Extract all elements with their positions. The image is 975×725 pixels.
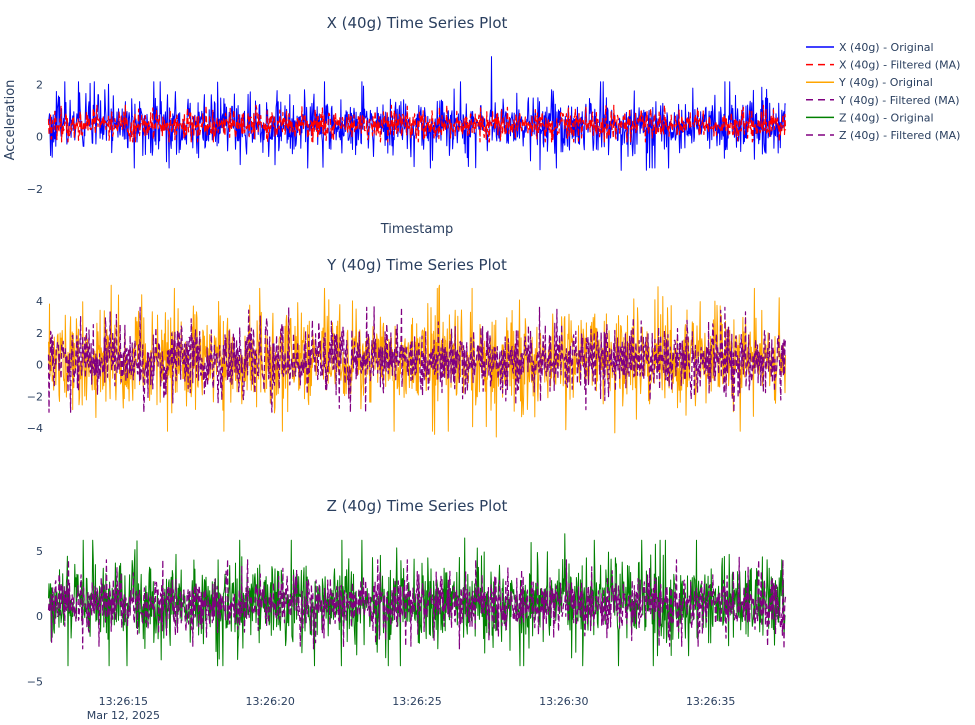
legend-item[interactable]: X (40g) - Original	[806, 41, 934, 54]
subplot-x-y-ticks: 2 0 −2	[27, 78, 43, 196]
y-tick-label: 2	[36, 78, 43, 91]
subplot-z-plot-area[interactable]	[47, 533, 787, 667]
y-tick-label: 0	[36, 359, 43, 372]
legend-label: X (40g) - Original	[839, 41, 934, 54]
x-tick-label: 13:26:35	[686, 695, 735, 708]
legend-label: Y (40g) - Original	[838, 76, 933, 89]
legend[interactable]: X (40g) - Original X (40g) - Filtered (MA…	[806, 41, 960, 142]
x-tick-label: 13:26:15	[99, 695, 148, 708]
x-tick-label: 13:26:20	[245, 695, 294, 708]
legend-item[interactable]: Y (40g) - Filtered (MA)	[806, 94, 960, 107]
legend-label: X (40g) - Filtered (MA)	[839, 59, 960, 72]
subplot-x-title: X (40g) Time Series Plot	[327, 14, 508, 32]
x-tick-sublabel: Mar 12, 2025	[87, 709, 160, 722]
y-tick-label: −2	[27, 390, 43, 403]
y-tick-label: 4	[36, 295, 43, 308]
series-line-z-40g-filtered-ma[interactable]	[47, 556, 787, 650]
legend-item[interactable]: Z (40g) - Original	[806, 111, 934, 124]
legend-item[interactable]: X (40g) - Filtered (MA)	[806, 59, 960, 72]
series-line-x-40g-filtered-ma[interactable]	[47, 104, 787, 143]
x-tick-label: 13:26:30	[539, 695, 588, 708]
subplot-x: X (40g) Time Series Plot 2 0 −2 Accelerati…	[3, 14, 787, 237]
legend-item[interactable]: Y (40g) - Original	[806, 76, 933, 89]
legend-label: Z (40g) - Original	[839, 111, 934, 124]
subplot-y-title: Y (40g) Time Series Plot	[326, 256, 507, 274]
y-tick-label: −4	[27, 422, 43, 435]
subplot-y-y-ticks: 4 2 0 −2 −4	[27, 295, 43, 435]
subplot-x-plot-area[interactable]	[47, 56, 787, 171]
y-tick-label: −2	[27, 183, 43, 196]
subplot-z-y-ticks: 5 0 −5	[27, 545, 43, 689]
series-line-y-40g-filtered-ma[interactable]	[47, 306, 787, 413]
subplot-y-plot-area[interactable]	[47, 284, 787, 438]
y-tick-label: 0	[36, 610, 43, 623]
y-tick-label: −5	[27, 675, 43, 688]
subplot-x-y-axis-label: Acceleration	[3, 80, 18, 161]
legend-label: Z (40g) - Filtered (MA)	[839, 129, 960, 142]
legend-item[interactable]: Z (40g) - Filtered (MA)	[806, 129, 960, 142]
subplot-x-x-axis-label: Timestamp	[380, 222, 454, 237]
y-tick-label: 0	[36, 131, 43, 144]
x-tick-label: 13:26:25	[392, 695, 441, 708]
legend-label: Y (40g) - Filtered (MA)	[838, 94, 960, 107]
y-tick-label: 2	[36, 327, 43, 340]
subplot-y: Y (40g) Time Series Plot 4 2 0 −2 −4	[27, 256, 787, 438]
subplot-z: Z (40g) Time Series Plot 5 0 −5 13:26:15Ma…	[27, 497, 787, 722]
y-tick-label: 5	[36, 545, 43, 558]
subplot-z-title: Z (40g) Time Series Plot	[327, 497, 508, 515]
series-line-x-40g-original[interactable]	[48, 56, 786, 171]
